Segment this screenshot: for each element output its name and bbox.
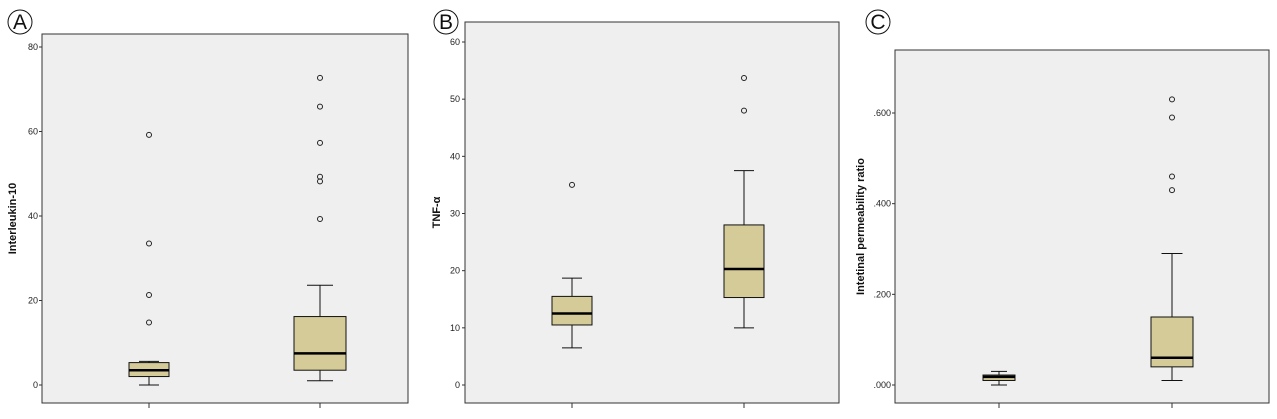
outlier-point (146, 131, 152, 138)
y-tick-label: 10 (450, 323, 460, 333)
panel-label: A (13, 11, 27, 34)
outlier-point (146, 292, 152, 299)
box (723, 224, 765, 299)
plot-area (464, 21, 840, 404)
y-axis-label: TNF-α (431, 196, 443, 228)
outlier-point (146, 319, 152, 326)
y-axis-label: Interleukin-10 (7, 183, 19, 255)
outlier-point (1169, 96, 1175, 103)
panel-label-circle (433, 9, 459, 35)
box (551, 295, 593, 326)
outlier-point (1169, 114, 1175, 121)
outlier-point (317, 74, 323, 81)
outlier-point (569, 181, 575, 188)
box (1150, 316, 1194, 368)
outlier-point (146, 240, 152, 247)
box-group-1 (551, 181, 593, 408)
outlier-point (1169, 187, 1175, 194)
y-tick-label: .600 (873, 108, 891, 118)
panel-label: B (439, 11, 453, 34)
y-tick-label: 20 (28, 296, 38, 306)
y-tick-label: 40 (28, 211, 38, 221)
panel-label-circle (865, 9, 891, 35)
outlier-point (1169, 173, 1175, 180)
box-group-2 (723, 75, 765, 408)
y-tick-label: .000 (873, 380, 891, 390)
box-group-2 (1150, 96, 1194, 408)
panel-c: C Intetinal permeability ratio .000 .200 .40… (855, 9, 1270, 408)
y-tick-label: 30 (450, 209, 460, 219)
y-tick-label: 50 (450, 94, 460, 104)
box-group-1 (128, 131, 170, 408)
y-tick-label: 80 (28, 42, 38, 52)
y-tick-label: 0 (455, 380, 460, 390)
y-tick-label: 60 (450, 37, 460, 47)
box-group-1 (982, 370, 1016, 408)
y-tick-label: 20 (450, 266, 460, 276)
outlier-point (317, 103, 323, 110)
outlier-point (741, 75, 747, 82)
outlier-point (317, 139, 323, 146)
plot-area (894, 49, 1270, 404)
y-tick-label: .400 (873, 199, 891, 209)
panel-label: C (870, 11, 885, 34)
panel-a: A Interleukin-10 0 20 40 60 80 (7, 9, 409, 408)
outlier-point (317, 173, 323, 180)
outlier-point (317, 215, 323, 222)
y-tick-label: 40 (450, 151, 460, 161)
box-group-2 (293, 74, 347, 408)
y-tick-label: 60 (28, 127, 38, 137)
outlier-point (741, 107, 747, 114)
y-tick-label: .200 (873, 289, 891, 299)
y-tick-label: 0 (33, 380, 38, 390)
panel-b: B TNF-α 0 10 20 30 40 50 60 (431, 9, 840, 408)
y-axis-label: Intetinal permeability ratio (855, 158, 867, 295)
box (293, 316, 347, 371)
plot-area (41, 33, 409, 404)
panel-label-circle (7, 9, 33, 35)
